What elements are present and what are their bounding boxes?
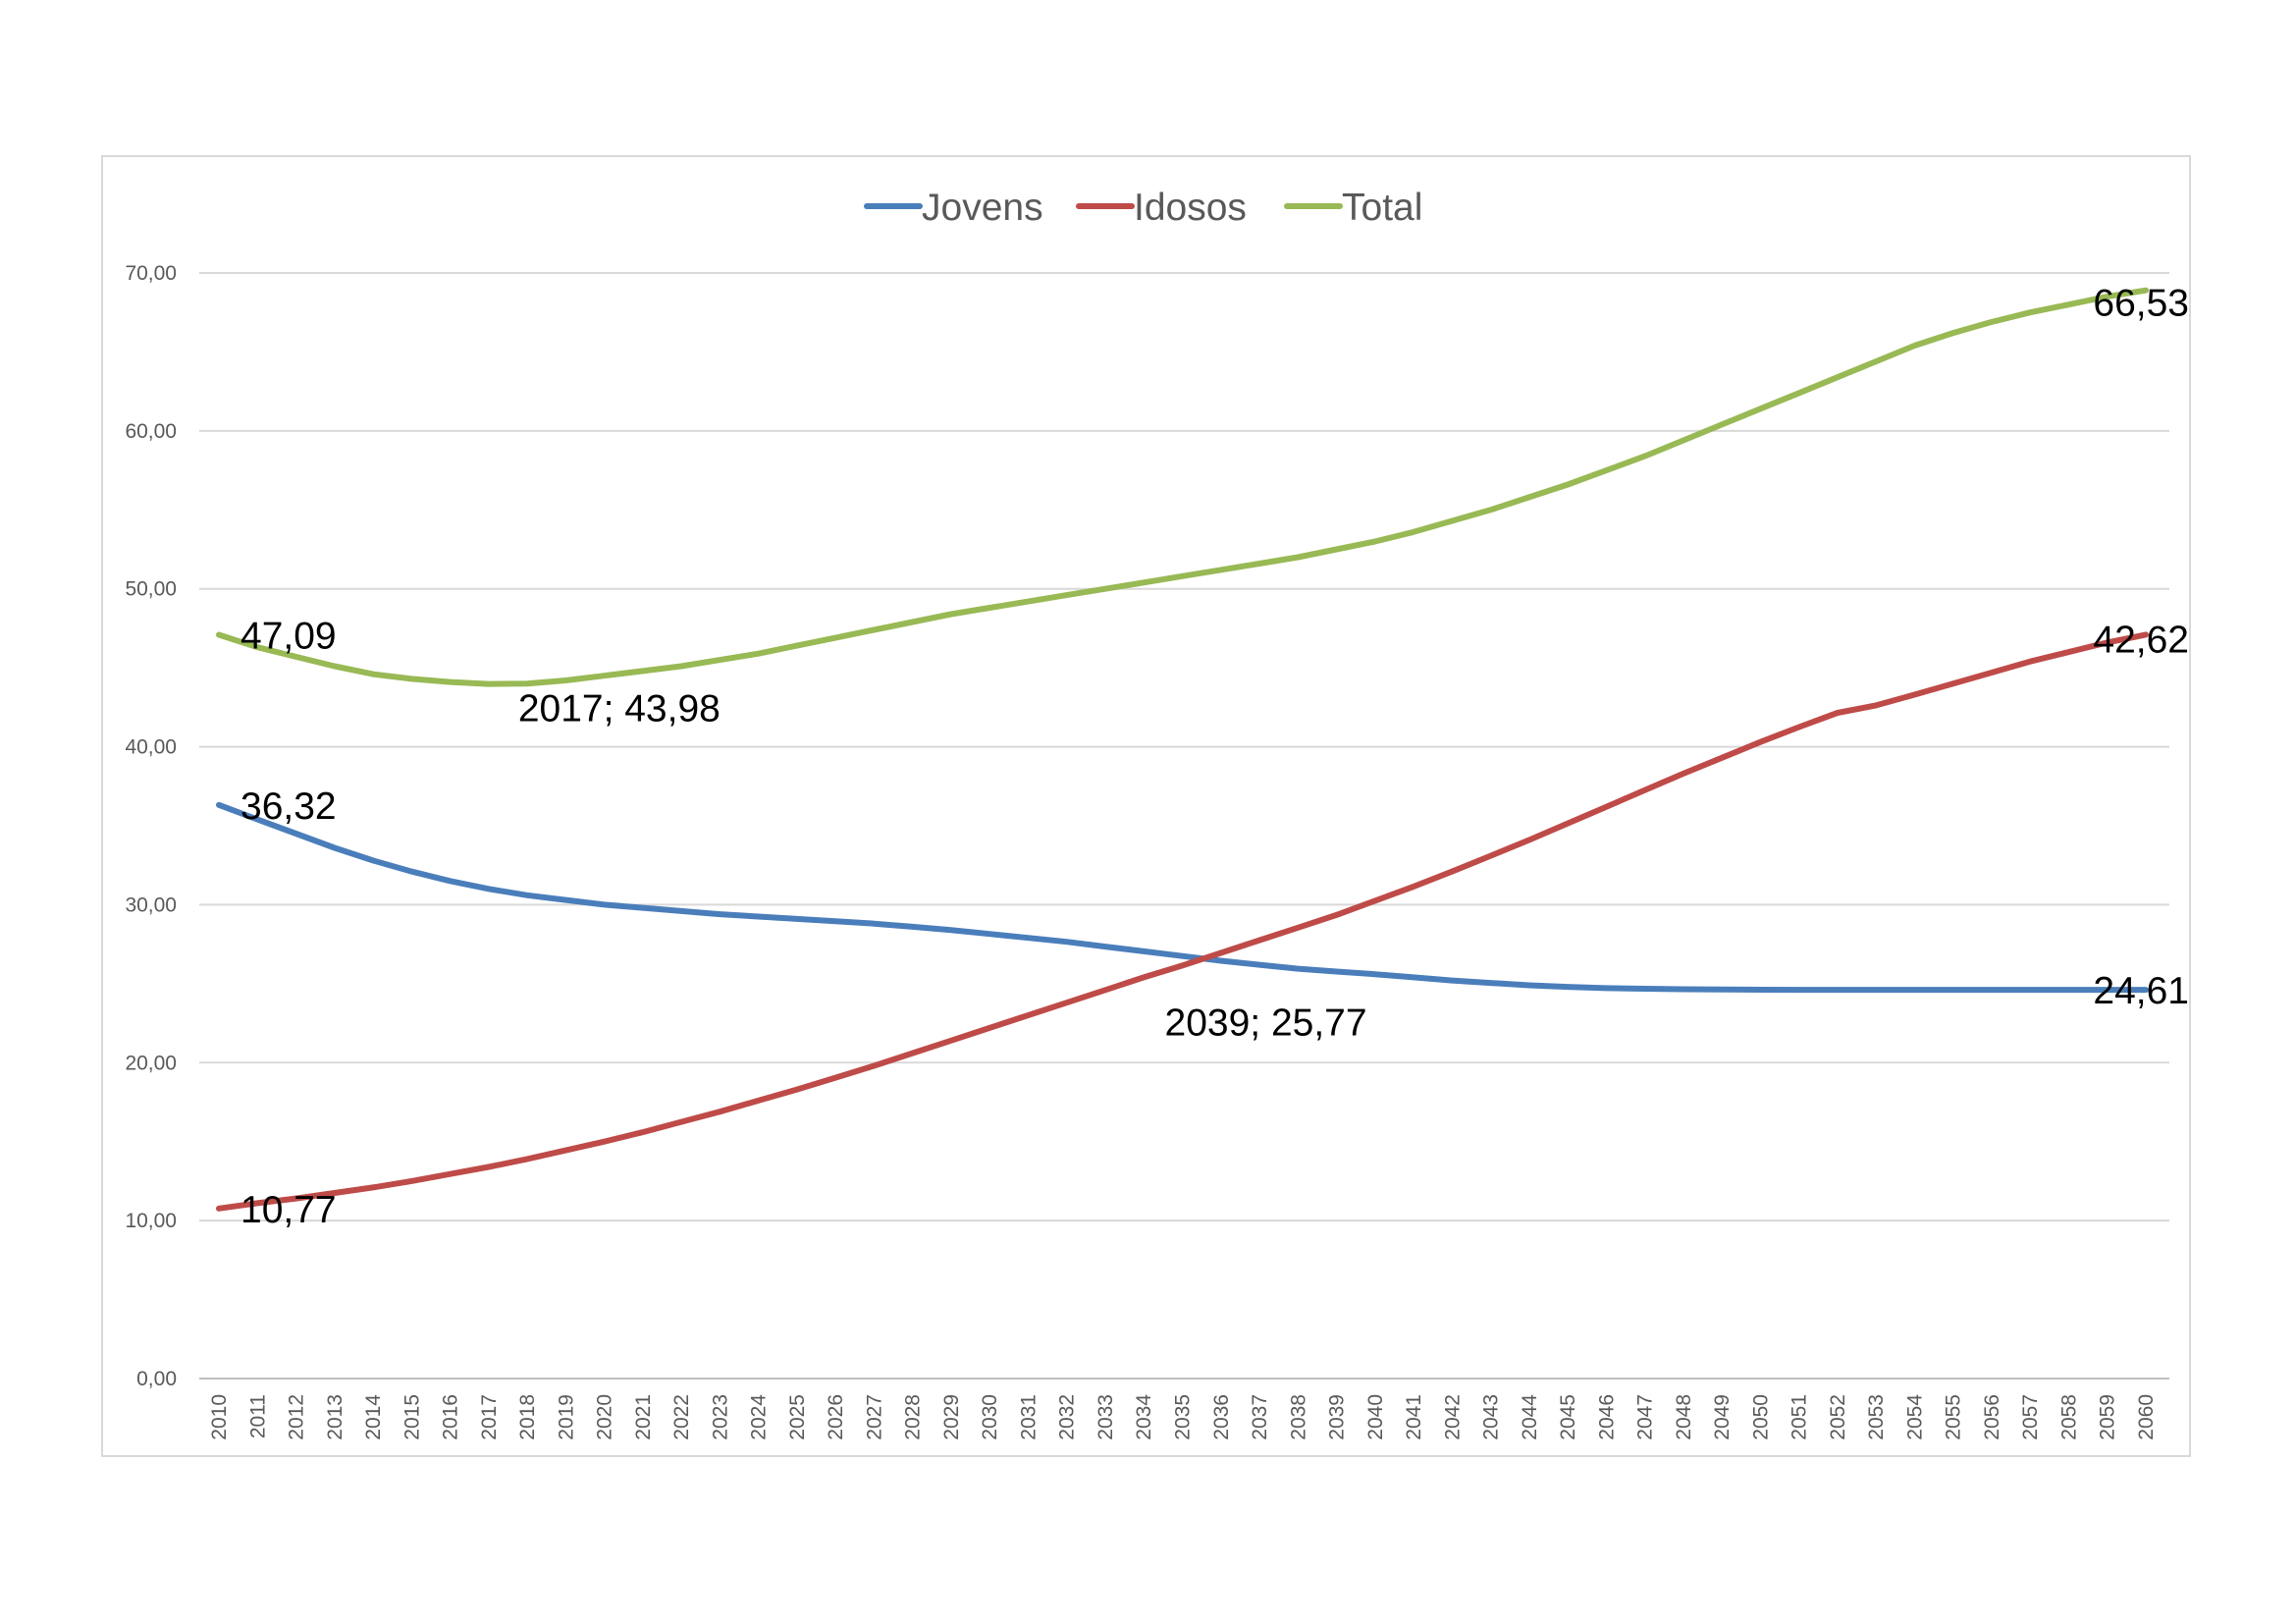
data-label: 42,62 [2093, 619, 2189, 661]
x-tick-label: 2021 [632, 1394, 655, 1440]
x-tick-label: 2045 [1557, 1394, 1579, 1440]
x-tick-label: 2035 [1172, 1394, 1195, 1440]
x-tick-label: 2016 [440, 1394, 462, 1440]
x-tick-label: 2037 [1249, 1394, 1271, 1440]
x-tick-label: 2060 [2135, 1394, 2158, 1440]
x-tick-label: 2053 [1865, 1394, 1888, 1440]
x-tick-label: 2042 [1441, 1394, 1464, 1440]
x-tick-label: 2050 [1749, 1394, 1772, 1440]
y-tick-label: 40,00 [125, 736, 177, 759]
x-tick-label: 2036 [1210, 1394, 1233, 1440]
y-tick-label: 50,00 [125, 578, 177, 601]
x-tick-label: 2032 [1056, 1394, 1079, 1440]
x-tick-label: 2030 [979, 1394, 1001, 1440]
x-tick-label: 2017 [478, 1394, 501, 1440]
x-tick-label: 2023 [709, 1394, 731, 1440]
y-tick-label: 10,00 [125, 1210, 177, 1232]
series-line-total [216, 287, 2149, 687]
series-line-jovens [216, 801, 2149, 994]
gridlines [199, 272, 2169, 1380]
x-tick-label: 2046 [1595, 1394, 1618, 1440]
x-tick-label: 2018 [516, 1394, 539, 1440]
series-line-idosos [216, 631, 2149, 1212]
x-tick-label: 2059 [2097, 1394, 2119, 1440]
y-axis-ticks: 0,00 10,00 20,00 30,00 40,00 50,00 60,00 70,00 [125, 262, 177, 1390]
x-tick-label: 2055 [1943, 1394, 1965, 1440]
x-tick-label: 2025 [786, 1394, 809, 1440]
data-label: 36,32 [240, 785, 337, 828]
data-label: 2017; 43,98 [518, 688, 721, 731]
y-tick-label: 0,00 [136, 1368, 177, 1390]
x-tick-label: 2031 [1017, 1394, 1040, 1440]
x-tick-label: 2027 [863, 1394, 885, 1440]
x-tick-label: 2015 [400, 1394, 423, 1440]
x-tick-label: 2019 [555, 1394, 577, 1440]
x-tick-label: 2038 [1287, 1394, 1309, 1440]
x-tick-label: 2034 [1133, 1394, 1155, 1440]
legend: Jovens Idosos Total [864, 187, 1422, 229]
x-tick-label: 2028 [902, 1394, 925, 1440]
y-tick-label: 70,00 [125, 262, 177, 285]
y-tick-label: 60,00 [125, 420, 177, 443]
x-tick-label: 2014 [362, 1394, 385, 1440]
x-tick-label: 2011 [246, 1394, 269, 1438]
data-labels: 47,09 2017; 43,98 66,53 36,32 24,61 2039; 25,… [240, 283, 2189, 1231]
x-tick-label: 2044 [1519, 1394, 1541, 1440]
legend-label: Total [1342, 187, 1422, 229]
x-tick-label: 2010 [208, 1394, 231, 1440]
x-tick-label: 2043 [1480, 1394, 1503, 1440]
legend-label: Jovens [922, 187, 1043, 229]
x-tick-label: 2029 [940, 1394, 963, 1440]
x-tick-label: 2020 [594, 1394, 616, 1440]
data-label: 10,77 [240, 1189, 337, 1231]
x-tick-label: 2057 [2019, 1394, 2042, 1440]
x-tick-label: 2051 [1789, 1394, 1811, 1440]
legend-label: Idosos [1134, 187, 1247, 229]
x-axis-ticks: 2010 2011 2012 2013 2014 2015 2016 2017 2018 2019… [208, 1394, 2158, 1440]
x-tick-label: 2041 [1403, 1394, 1425, 1440]
data-label: 47,09 [240, 616, 337, 658]
series-lines [216, 287, 2149, 1212]
y-tick-label: 20,00 [125, 1052, 177, 1074]
x-tick-label: 2058 [2057, 1394, 2080, 1440]
x-tick-label: 2054 [1903, 1394, 1926, 1440]
data-label: 2039; 25,77 [1165, 1001, 1367, 1044]
x-tick-label: 2013 [324, 1394, 347, 1440]
x-tick-label: 2026 [825, 1394, 847, 1440]
data-label: 66,53 [2093, 283, 2189, 325]
x-tick-label: 2047 [1634, 1394, 1657, 1440]
x-tick-label: 2049 [1711, 1394, 1734, 1440]
x-tick-label: 2048 [1673, 1394, 1695, 1440]
data-label: 24,61 [2093, 970, 2189, 1012]
x-tick-label: 2022 [670, 1394, 693, 1440]
x-tick-label: 2052 [1827, 1394, 1849, 1440]
x-tick-label: 2039 [1326, 1394, 1349, 1440]
x-tick-label: 2012 [286, 1394, 308, 1440]
x-tick-label: 2033 [1095, 1394, 1117, 1440]
x-tick-label: 2024 [748, 1394, 771, 1440]
y-tick-label: 30,00 [125, 893, 177, 916]
x-tick-label: 2056 [1981, 1394, 2003, 1440]
x-tick-label: 2040 [1364, 1394, 1387, 1440]
